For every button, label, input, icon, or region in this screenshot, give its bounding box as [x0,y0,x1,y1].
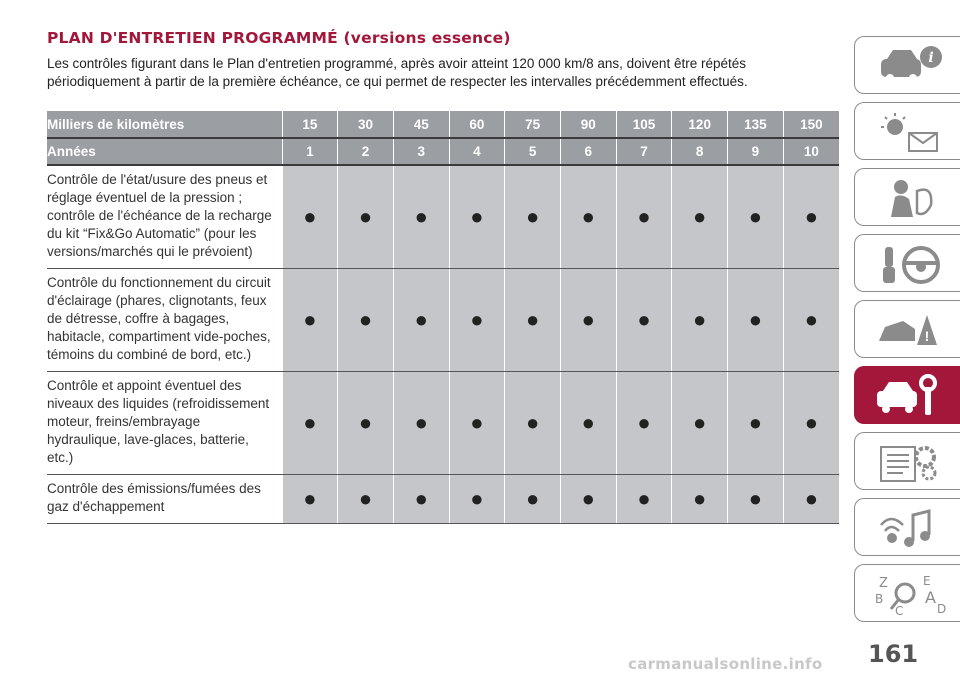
years-header-cell: 8 [671,138,728,166]
chapter-tab[interactable] [854,432,960,490]
table-row: Contrôle et appoint éventuel des niveaux… [47,371,839,475]
check-label: Contrôle du fonctionnement du circuit d'… [47,268,283,372]
schedule-mark: ● [782,474,839,524]
schedule-mark: ● [727,268,784,372]
schedule-mark: ● [782,165,839,269]
schedule-mark: ● [671,371,728,475]
chapter-tab[interactable] [854,498,960,556]
years-header-cell: 9 [727,138,784,166]
schedule-mark: ● [615,268,672,372]
years-header-cell: 3 [392,138,450,166]
schedule-mark: ● [392,474,450,524]
schedule-mark: ● [671,165,728,269]
schedule-mark: ● [448,268,505,372]
schedule-mark: ● [504,371,561,475]
km-header-cell: 60 [448,111,505,139]
svg-text:Z: Z [879,576,888,591]
chapter-sidebar: i! Z E B A D C [852,0,960,678]
years-header-cell: 5 [504,138,561,166]
schedule-mark: ● [504,474,561,524]
schedule-mark: ● [337,371,394,475]
years-header-cell: 10 [782,138,839,166]
years-header-cell: 2 [337,138,394,166]
check-label: Contrôle et appoint éventuel des niveaux… [47,371,283,475]
schedule-mark: ● [448,474,505,524]
schedule-mark: ● [671,474,728,524]
schedule-mark: ● [392,371,450,475]
schedule-mark: ● [559,268,617,372]
years-header-label: Années [47,138,283,166]
km-header-cell: 45 [392,111,450,139]
svg-text:E: E [923,574,931,588]
km-header-label: Milliers de kilomètres [47,111,283,139]
schedule-mark: ● [615,371,672,475]
years-header-cell: 6 [559,138,617,166]
km-header-cell: 90 [559,111,617,139]
schedule-mark: ● [615,165,672,269]
years-header-cell: 4 [448,138,505,166]
svg-text:A: A [925,588,936,607]
check-label: Contrôle de l'état/usure des pneus et ré… [47,165,283,269]
schedule-mark: ● [392,268,450,372]
schedule-mark: ● [504,165,561,269]
check-label: Contrôle des émissions/fumées des gaz d'… [47,474,283,524]
watermark: carmanualsonline.info [628,655,823,673]
years-header-cell: 1 [281,138,338,166]
schedule-mark: ● [615,474,672,524]
schedule-mark: ● [727,371,784,475]
schedule-mark: ● [281,474,338,524]
km-header-cell: 30 [337,111,394,139]
schedule-mark: ● [281,165,338,269]
schedule-mark: ● [448,165,505,269]
schedule-mark: ● [727,474,784,524]
table-row: Contrôle du fonctionnement du circuit d'… [47,268,839,372]
chapter-tab[interactable]: ! [854,300,960,358]
schedule-mark: ● [559,371,617,475]
years-header-row: Années 1 2 3 4 5 6 7 8 9 10 [47,138,839,166]
table-row: Contrôle des émissions/fumées des gaz d'… [47,474,839,524]
page-number: 161 [868,640,919,668]
chapter-tab[interactable]: i [854,36,960,94]
svg-text:C: C [895,604,903,617]
schedule-mark: ● [727,165,784,269]
intro-paragraph: Les contrôles figurant dans le Plan d'en… [47,56,748,89]
km-header-cell: 135 [727,111,784,139]
schedule-mark: ● [337,165,394,269]
chapter-tab[interactable] [854,234,960,292]
table-row: Contrôle de l'état/usure des pneus et ré… [47,165,839,269]
chapter-tab[interactable] [854,102,960,160]
schedule-mark: ● [392,165,450,269]
schedule-mark: ● [281,371,338,475]
schedule-mark: ● [782,268,839,372]
km-header-cell: 120 [671,111,728,139]
schedule-mark: ● [671,268,728,372]
svg-text:i: i [928,50,933,66]
schedule-mark: ● [448,371,505,475]
years-header-cell: 7 [615,138,672,166]
maintenance-schedule-table: Milliers de kilomètres 15 30 45 60 75 90 105 120… [47,111,839,524]
schedule-mark: ● [281,268,338,372]
page-title: PLAN D'ENTRETIEN PROGRAMMÉ (versions ess… [47,29,511,47]
km-header-cell: 15 [281,111,338,139]
km-header-cell: 75 [504,111,561,139]
svg-text:B: B [875,592,883,606]
svg-text:!: ! [925,328,930,344]
schedule-mark: ● [337,474,394,524]
schedule-mark: ● [504,268,561,372]
schedule-mark: ● [559,165,617,269]
schedule-mark: ● [337,268,394,372]
km-header-cell: 150 [782,111,839,139]
km-header-cell: 105 [615,111,672,139]
km-header-row: Milliers de kilomètres 15 30 45 60 75 90 105 120… [47,111,839,139]
chapter-tab[interactable] [854,168,960,226]
schedule-mark: ● [782,371,839,475]
chapter-tab[interactable] [854,366,960,424]
schedule-mark: ● [559,474,617,524]
svg-text:D: D [937,602,946,616]
